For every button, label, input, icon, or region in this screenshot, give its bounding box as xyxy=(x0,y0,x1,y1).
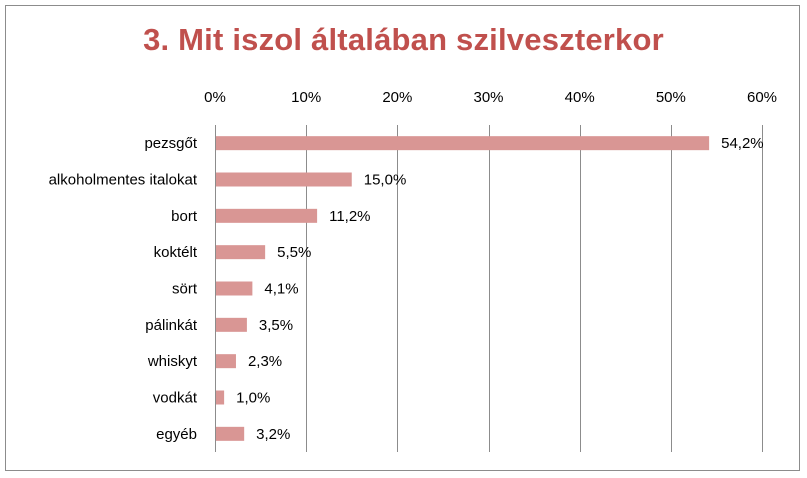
x-tick-label: 50% xyxy=(656,89,686,106)
bar xyxy=(216,354,236,369)
category-label: pezsgőt xyxy=(144,135,197,152)
x-tick-label: 40% xyxy=(565,89,595,106)
category-labels: pezsgőt alkoholmentes italokat bort koktélt… xyxy=(49,135,198,443)
category-label: bort xyxy=(171,208,198,225)
bar xyxy=(216,245,266,260)
category-label: koktélt xyxy=(154,244,198,261)
category-label: pálinkát xyxy=(145,317,198,334)
category-label: egyéb xyxy=(156,426,197,443)
x-tick-label: 0% xyxy=(204,89,226,106)
bar xyxy=(216,208,318,223)
data-labels: 54,2% 15,0% 11,2% 5,5% 4,1% 3,5% 2,3% 1,0% 3,2% xyxy=(236,135,764,443)
x-tick-label: 20% xyxy=(382,89,412,106)
data-label: 2,3% xyxy=(248,353,282,370)
category-label: vodkát xyxy=(153,390,198,407)
bars xyxy=(216,136,710,441)
bar xyxy=(216,426,245,441)
x-tick-label: 10% xyxy=(291,89,321,106)
bar xyxy=(216,317,247,332)
category-label: sört xyxy=(172,281,198,298)
data-label: 15,0% xyxy=(364,172,407,189)
category-label: alkoholmentes italokat xyxy=(49,172,198,189)
data-label: 54,2% xyxy=(721,135,764,152)
bar xyxy=(216,390,225,405)
data-label: 4,1% xyxy=(264,281,298,298)
bar xyxy=(216,172,352,187)
x-axis-ticks: 0% 10% 20% 30% 40% 50% 60% xyxy=(204,89,777,106)
bar xyxy=(216,281,253,296)
category-label: whiskyt xyxy=(147,353,198,370)
bar xyxy=(216,136,710,151)
x-tick-label: 60% xyxy=(747,89,777,106)
x-tick-label: 30% xyxy=(473,89,503,106)
data-label: 5,5% xyxy=(277,244,311,261)
data-label: 11,2% xyxy=(329,208,370,225)
chart-frame xyxy=(5,5,800,471)
chart-title: 3. Mit iszol általában szilveszterkor xyxy=(143,22,664,57)
data-label: 1,0% xyxy=(236,390,270,407)
data-label: 3,2% xyxy=(256,426,290,443)
data-label: 3,5% xyxy=(259,317,293,334)
